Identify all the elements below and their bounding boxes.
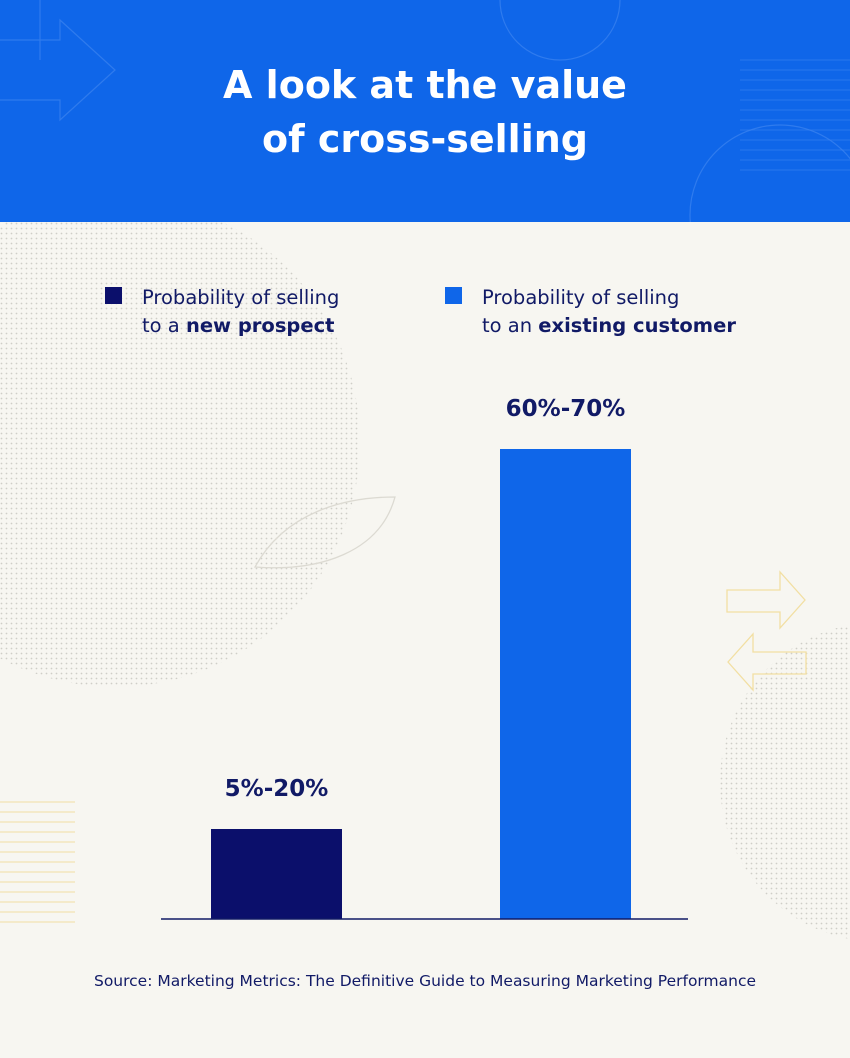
title-line-2: of cross-selling bbox=[262, 117, 588, 161]
data-label-existing-customer: 60%-70% bbox=[506, 396, 626, 422]
arrow-right-outline-icon bbox=[726, 570, 806, 630]
halftone-circle-right bbox=[720, 624, 850, 940]
legend-swatch-new-prospect bbox=[105, 287, 122, 304]
data-label-new-prospect: 5%-20% bbox=[225, 776, 329, 802]
bar-existing-customer bbox=[500, 449, 631, 919]
legend-line-1: Probability of selling bbox=[482, 286, 680, 309]
background-decoration bbox=[0, 222, 850, 940]
legend-label-existing-customer: Probability of selling to an existing cu… bbox=[482, 284, 736, 340]
legend-line-1: Probability of selling bbox=[142, 286, 340, 309]
legend-line-2-prefix: to a bbox=[142, 314, 186, 337]
legend-line-2-bold: new prospect bbox=[185, 314, 335, 337]
legend-line-2-bold: existing customer bbox=[538, 314, 736, 337]
halftone-circle-left bbox=[0, 222, 360, 687]
stripes-left-decoration bbox=[0, 801, 75, 923]
header-decoration bbox=[0, 0, 850, 222]
arrow-decoration-icon bbox=[0, 18, 116, 122]
source-citation: Source: Marketing Metrics: The Definitiv… bbox=[93, 972, 757, 990]
leaf-outline-decoration bbox=[253, 496, 396, 569]
legend-line-2-prefix: to an bbox=[482, 314, 539, 337]
bar-new-prospect bbox=[211, 829, 342, 919]
legend-line-2: to an existing customer bbox=[482, 312, 736, 340]
legend-label-new-prospect: Probability of selling to a new prospect bbox=[142, 284, 339, 340]
arrow-left-outline-icon bbox=[727, 632, 807, 692]
title-line-1: A look at the value bbox=[223, 63, 627, 107]
legend-swatch-existing-customer bbox=[445, 287, 462, 304]
page-title: A look at the value of cross-selling bbox=[0, 58, 850, 166]
stripes-decoration bbox=[740, 59, 850, 171]
circle-decoration bbox=[689, 124, 850, 222]
legend-line-2: to a new prospect bbox=[142, 312, 339, 340]
header-banner: A look at the value of cross-selling bbox=[0, 0, 850, 222]
